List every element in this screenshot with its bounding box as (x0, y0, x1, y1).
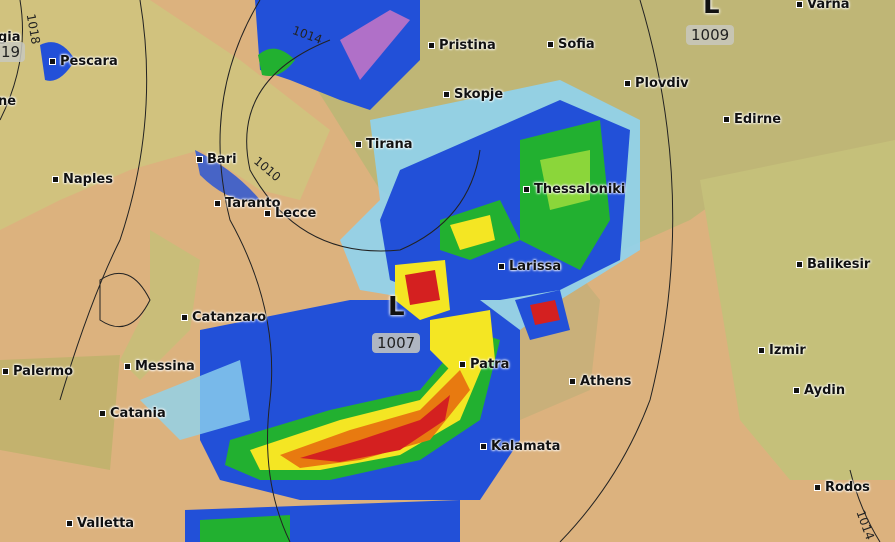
city-marker-icon (797, 2, 802, 7)
city-name: Athens (580, 374, 632, 389)
city-name: Messina (135, 359, 195, 374)
city-label-messina: Messina (125, 359, 195, 374)
partial-label-ne: ne (0, 94, 17, 109)
city-label-catania: Catania (100, 406, 166, 421)
city-label-edirne: Edirne (724, 112, 781, 127)
city-marker-icon (429, 43, 434, 48)
city-label-thessaloniki: Thessaloniki (524, 182, 625, 197)
pressure-value-1009: 1009 (686, 25, 735, 45)
city-marker-icon (724, 117, 729, 122)
city-marker-icon (460, 362, 465, 367)
city-name: Skopje (454, 87, 504, 102)
pressure-value-partial: 19 (0, 42, 26, 62)
city-marker-icon (265, 211, 270, 216)
city-name: Edirne (734, 112, 782, 127)
city-name: Lecce (275, 206, 317, 221)
city-marker-icon (759, 348, 764, 353)
city-marker-icon (125, 364, 130, 369)
city-name: Izmir (769, 343, 806, 358)
city-label-taranto: Taranto (215, 196, 281, 211)
city-marker-icon (197, 157, 202, 162)
city-label-rodos: Rodos (815, 480, 870, 495)
city-label-lecce: Lecce (265, 206, 316, 221)
low-pressure-marker-north: L (703, 0, 720, 20)
city-label-catanzaro: Catanzaro (182, 310, 266, 325)
city-label-pristina: Pristina (429, 38, 496, 53)
city-label-skopje: Skopje (444, 87, 503, 102)
city-marker-icon (215, 201, 220, 206)
city-marker-icon (444, 92, 449, 97)
city-label-naples: Naples (53, 172, 113, 187)
city-label-pescara: Pescara (50, 54, 118, 69)
city-label-kalamata: Kalamata (481, 439, 560, 454)
city-name: Aydin (804, 383, 846, 398)
city-name: Tirana (366, 137, 413, 152)
city-name: Balikesir (807, 257, 871, 272)
city-marker-icon (67, 521, 72, 526)
city-marker-icon (548, 42, 553, 47)
city-marker-icon (50, 59, 55, 64)
city-label-balikesir: Balikesir (797, 257, 870, 272)
city-name: Rodos (825, 480, 870, 495)
city-marker-icon (100, 411, 105, 416)
city-label-aydin: Aydin (794, 383, 845, 398)
city-label-bari: Bari (197, 152, 237, 167)
city-name: Larissa (509, 259, 562, 274)
city-marker-icon (481, 444, 486, 449)
city-label-tirana: Tirana (356, 137, 413, 152)
low-pressure-marker-ionian: L (388, 292, 405, 322)
city-marker-icon (815, 485, 820, 490)
city-label-izmir: Izmir (759, 343, 806, 358)
city-name: Sofia (558, 37, 595, 52)
precipitation-layer (40, 0, 640, 542)
city-name: Patra (470, 357, 510, 372)
city-label-plovdiv: Plovdiv (625, 76, 689, 91)
city-marker-icon (797, 262, 802, 267)
city-label-larissa: Larissa (499, 259, 561, 274)
city-marker-icon (625, 81, 630, 86)
city-name: Palermo (13, 364, 74, 379)
city-name: Taranto (225, 196, 281, 211)
city-name: Kalamata (491, 439, 561, 454)
city-label-palermo: Palermo (3, 364, 73, 379)
city-marker-icon (3, 369, 8, 374)
city-label-patra: Patra (460, 357, 509, 372)
city-name: Catania (110, 406, 166, 421)
pressure-value-1007: 1007 (372, 333, 421, 353)
city-name: Plovdiv (635, 76, 689, 91)
city-name: Varna (807, 0, 850, 12)
anatolia-land (700, 140, 895, 480)
city-marker-icon (53, 177, 58, 182)
city-name: Catanzaro (192, 310, 267, 325)
italy-land (0, 0, 330, 230)
city-marker-icon (356, 142, 361, 147)
city-label-valletta: Valletta (67, 516, 134, 531)
city-label-sofia: Sofia (548, 37, 595, 52)
city-name: Pristina (439, 38, 496, 53)
city-marker-icon (499, 264, 504, 269)
city-name: Naples (63, 172, 113, 187)
city-label-varna: Varna (797, 0, 850, 12)
city-name: Bari (207, 152, 237, 167)
city-marker-icon (794, 388, 799, 393)
city-name: Thessaloniki (534, 182, 626, 197)
city-label-athens: Athens (570, 374, 631, 389)
calabria-land (120, 230, 200, 380)
city-marker-icon (182, 315, 187, 320)
city-marker-icon (570, 379, 575, 384)
city-name: Pescara (60, 54, 118, 69)
partial-label-gia: gia (0, 30, 21, 45)
city-name: Valletta (77, 516, 135, 531)
city-marker-icon (524, 187, 529, 192)
sicily-land (0, 355, 120, 470)
